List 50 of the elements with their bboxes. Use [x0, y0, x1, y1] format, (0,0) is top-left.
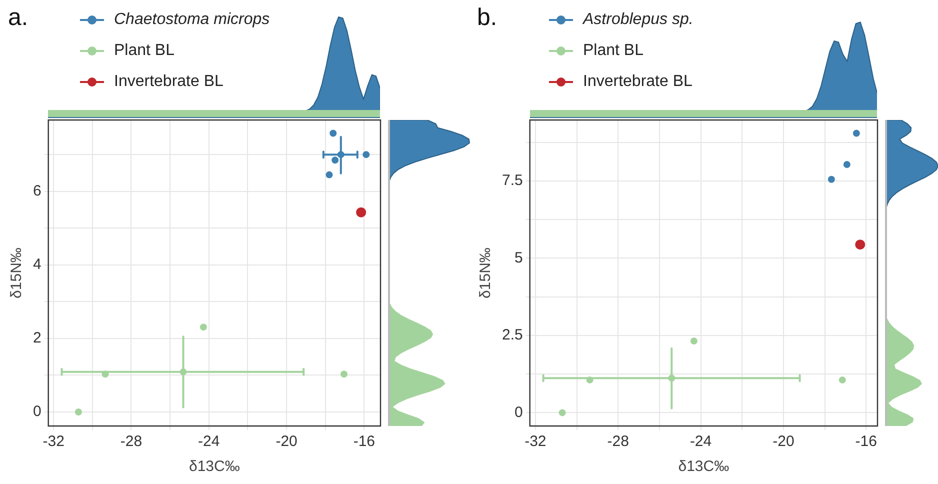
point [690, 338, 698, 344]
legend-label: Plant BL [114, 42, 174, 60]
legend-label: Chaetostoma microps [114, 10, 270, 28]
y-tick-label: 2.5 [502, 326, 523, 344]
legend-label: Invertebrate BL [583, 72, 692, 90]
point [102, 370, 109, 378]
y-axis-title: δ15N‰ [477, 248, 494, 298]
x-tick-label: -32 [524, 433, 546, 450]
point [200, 324, 207, 331]
y-tick-label: 2 [33, 330, 42, 347]
x-axis-title: δ13C‰ [188, 458, 240, 476]
point [356, 207, 366, 218]
point [326, 171, 333, 178]
point [337, 151, 344, 158]
point [828, 176, 835, 183]
chart-title: b. [477, 4, 498, 32]
y-tick-label: 5 [514, 249, 523, 266]
y-axis-title: δ15N‰ [8, 248, 26, 298]
point [843, 161, 850, 168]
x-tick-label: -28 [607, 433, 629, 450]
x-tick-label: -24 [198, 433, 220, 450]
x-tick-label: -32 [42, 433, 64, 450]
point [340, 370, 348, 378]
point [855, 240, 866, 250]
point [332, 156, 339, 164]
x-tick-label: -28 [120, 433, 142, 450]
point [838, 376, 846, 384]
point [668, 374, 676, 382]
x-tick-label: -24 [690, 433, 712, 450]
y-tick-label: 0 [514, 404, 523, 421]
point [852, 130, 860, 137]
legend-label: Plant BL [583, 42, 644, 60]
y-tick-label: 7.5 [502, 172, 523, 190]
legend-label: Invertebrate BL [114, 72, 224, 90]
chart-title: a. [8, 4, 28, 32]
y-tick-label: 0 [33, 403, 42, 420]
x-tick-label: -16 [855, 433, 877, 450]
point [74, 408, 82, 416]
x-tick-label: -20 [772, 433, 794, 450]
y-tick-label: 4 [33, 256, 42, 274]
point [330, 130, 337, 137]
point [180, 368, 187, 376]
y-tick-label: 6 [33, 182, 42, 200]
legend-label: Astroblepus sp. [583, 10, 694, 28]
point [558, 409, 566, 416]
point [586, 376, 594, 384]
x-axis-title: δ13C‰ [678, 458, 730, 476]
point [362, 151, 370, 158]
x-tick-label: -20 [276, 433, 298, 450]
x-tick-label: -16 [353, 433, 376, 450]
